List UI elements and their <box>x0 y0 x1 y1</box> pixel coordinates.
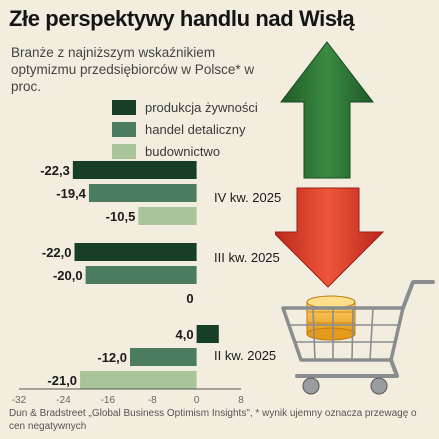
bar <box>130 348 197 366</box>
legend-item-produkcja: produkcja żywności <box>112 96 258 118</box>
bar <box>138 207 197 225</box>
chart-subtitle: Branże z najniższym wskaźnikiem optymizm… <box>11 45 255 94</box>
category-label: III kw. 2025 <box>214 250 280 265</box>
legend-label-handel: handel detaliczny <box>145 121 246 137</box>
red-down-arrow-icon <box>275 187 385 288</box>
bar <box>74 243 197 261</box>
data-label: -10,5 <box>106 209 136 224</box>
data-label: -12,0 <box>97 350 127 365</box>
x-tick-label: -8 <box>148 395 157 406</box>
shopping-cart-icon <box>281 280 435 395</box>
data-label: 0 <box>186 291 193 306</box>
green-up-arrow-icon <box>279 41 375 179</box>
data-label: -22,3 <box>40 163 70 178</box>
x-tick-label: -24 <box>56 395 71 406</box>
x-tick-label: 0 <box>194 395 200 406</box>
bar <box>88 184 197 202</box>
data-label: 4,0 <box>176 327 194 342</box>
legend-label-budownictwo: budownictwo <box>145 143 221 159</box>
source-note: Dun & Bradstreet „Global Business Optimi… <box>9 408 417 432</box>
legend-label-produkcja: produkcja żywności <box>145 99 258 115</box>
category-label: II kw. 2025 <box>214 348 276 363</box>
legend-item-handel: handel detaliczny <box>112 118 258 140</box>
bar <box>196 325 219 343</box>
x-tick-label: -32 <box>12 395 27 406</box>
data-label: -20,0 <box>53 268 83 283</box>
x-tick-label: -16 <box>101 395 116 406</box>
bar-chart: -22,3 -19,4 -10,5 -22,0 -20,0 0 4,0 -12,0 -21,0 I… <box>12 161 281 406</box>
chart-title: Złe perspektywy handlu nad Wisłą <box>9 6 355 31</box>
legend-item-budownictwo: budownictwo <box>112 140 258 162</box>
category-label: IV kw. 2025 <box>214 190 281 205</box>
legend-swatch-handel <box>112 121 136 137</box>
bar <box>72 161 197 179</box>
data-label: -21,0 <box>47 373 77 388</box>
data-label: -19,4 <box>56 186 86 201</box>
illustration <box>275 41 435 395</box>
legend: produkcja żywności handel detaliczny bud… <box>112 96 258 162</box>
legend-swatch-produkcja <box>112 99 136 115</box>
bar <box>85 266 197 284</box>
data-label: -22,0 <box>42 245 72 260</box>
legend-swatch-budownictwo <box>112 143 136 159</box>
x-tick-label: 8 <box>238 395 244 406</box>
bar <box>80 371 197 389</box>
